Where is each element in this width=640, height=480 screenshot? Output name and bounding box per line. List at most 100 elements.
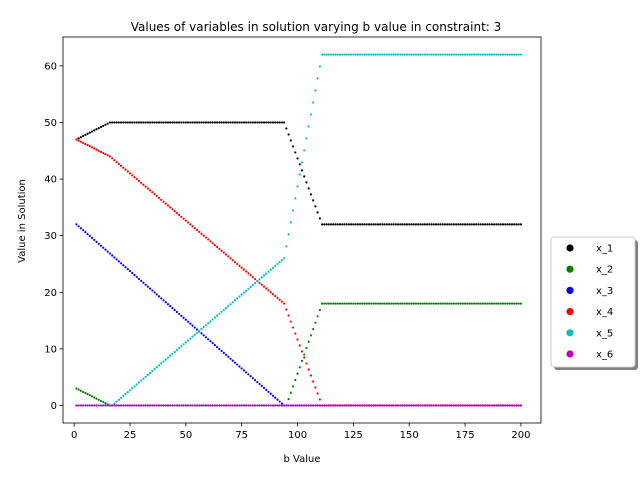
data-point (229, 404, 232, 407)
data-point (495, 302, 498, 305)
data-point (372, 223, 375, 226)
data-point (189, 223, 192, 226)
data-point (207, 121, 210, 124)
data-point (492, 302, 496, 305)
data-point (278, 121, 281, 124)
data-point (265, 272, 268, 275)
data-point (224, 404, 228, 407)
data-point (106, 154, 109, 157)
data-point (251, 283, 254, 287)
data-point (350, 302, 353, 305)
data-point (88, 404, 91, 407)
data-point (394, 223, 397, 226)
data-point (265, 388, 268, 391)
data-point (383, 302, 386, 305)
data-point (430, 53, 433, 56)
data-point (376, 302, 380, 305)
data-point (267, 289, 270, 292)
data-point (140, 181, 143, 184)
data-point (412, 53, 415, 56)
data-point (175, 121, 179, 124)
data-point (285, 127, 288, 130)
data-point (131, 271, 134, 275)
data-point (515, 53, 518, 56)
data-point (300, 404, 304, 407)
data-point (316, 404, 319, 407)
data-point (271, 266, 275, 269)
data-point (294, 197, 297, 200)
data-point (343, 53, 346, 56)
data-point (88, 394, 91, 397)
data-point (437, 223, 440, 226)
data-point (372, 404, 375, 407)
data-point (289, 391, 292, 394)
plot-frame (62, 36, 542, 424)
data-point (423, 404, 426, 407)
data-point (291, 404, 295, 407)
data-point (258, 281, 261, 284)
data-point (265, 121, 268, 124)
data-point (383, 53, 386, 56)
y-tick-label: 50 (44, 118, 57, 129)
legend-marker (566, 265, 574, 273)
data-point (79, 389, 82, 392)
data-point (309, 193, 313, 196)
data-point (285, 308, 288, 311)
data-point (421, 302, 424, 305)
data-point (347, 223, 351, 226)
data-point (128, 172, 132, 175)
data-point (166, 356, 170, 359)
data-point (354, 223, 357, 226)
legend-marker (566, 308, 574, 316)
data-point (209, 240, 212, 243)
data-point (305, 347, 308, 350)
data-point (506, 404, 509, 407)
data-point (379, 223, 382, 226)
data-point (294, 332, 297, 335)
data-point (267, 121, 270, 124)
data-point (258, 121, 261, 124)
data-point (361, 53, 364, 56)
data-point (209, 404, 212, 407)
data-point (90, 130, 94, 133)
data-point (419, 223, 422, 226)
data-point (151, 191, 154, 194)
data-point (86, 232, 89, 236)
data-point (99, 244, 103, 247)
data-point (484, 404, 487, 407)
data-point (149, 404, 152, 407)
data-point (224, 306, 228, 310)
data-point (508, 404, 511, 407)
data-point (258, 404, 261, 407)
legend-box (550, 236, 636, 368)
data-point (227, 304, 230, 308)
data-point (338, 53, 342, 56)
data-point (220, 249, 223, 252)
legend-marker (566, 329, 574, 337)
data-point (146, 121, 149, 124)
data-point (350, 53, 353, 56)
data-point (227, 404, 230, 407)
data-point (222, 308, 225, 311)
data-point (363, 223, 366, 226)
data-point (332, 223, 335, 226)
data-point (488, 404, 491, 407)
data-point (198, 329, 201, 333)
data-point (394, 302, 397, 305)
data-point (262, 404, 266, 407)
data-point (151, 121, 154, 124)
x-tick-label: 125 (344, 430, 363, 441)
data-point (501, 53, 505, 56)
data-point (231, 359, 234, 362)
data-point (291, 145, 295, 148)
data-point (146, 187, 149, 190)
data-point (475, 302, 478, 305)
data-point (99, 399, 103, 403)
data-point (227, 255, 230, 258)
y-tick-label: 60 (44, 61, 57, 72)
data-point (262, 285, 266, 288)
data-point (484, 302, 487, 305)
data-point (166, 303, 170, 306)
data-point (193, 404, 196, 407)
data-point (117, 398, 120, 401)
